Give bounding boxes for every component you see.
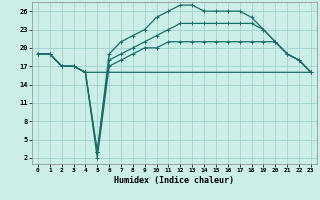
X-axis label: Humidex (Indice chaleur): Humidex (Indice chaleur) xyxy=(115,176,234,185)
